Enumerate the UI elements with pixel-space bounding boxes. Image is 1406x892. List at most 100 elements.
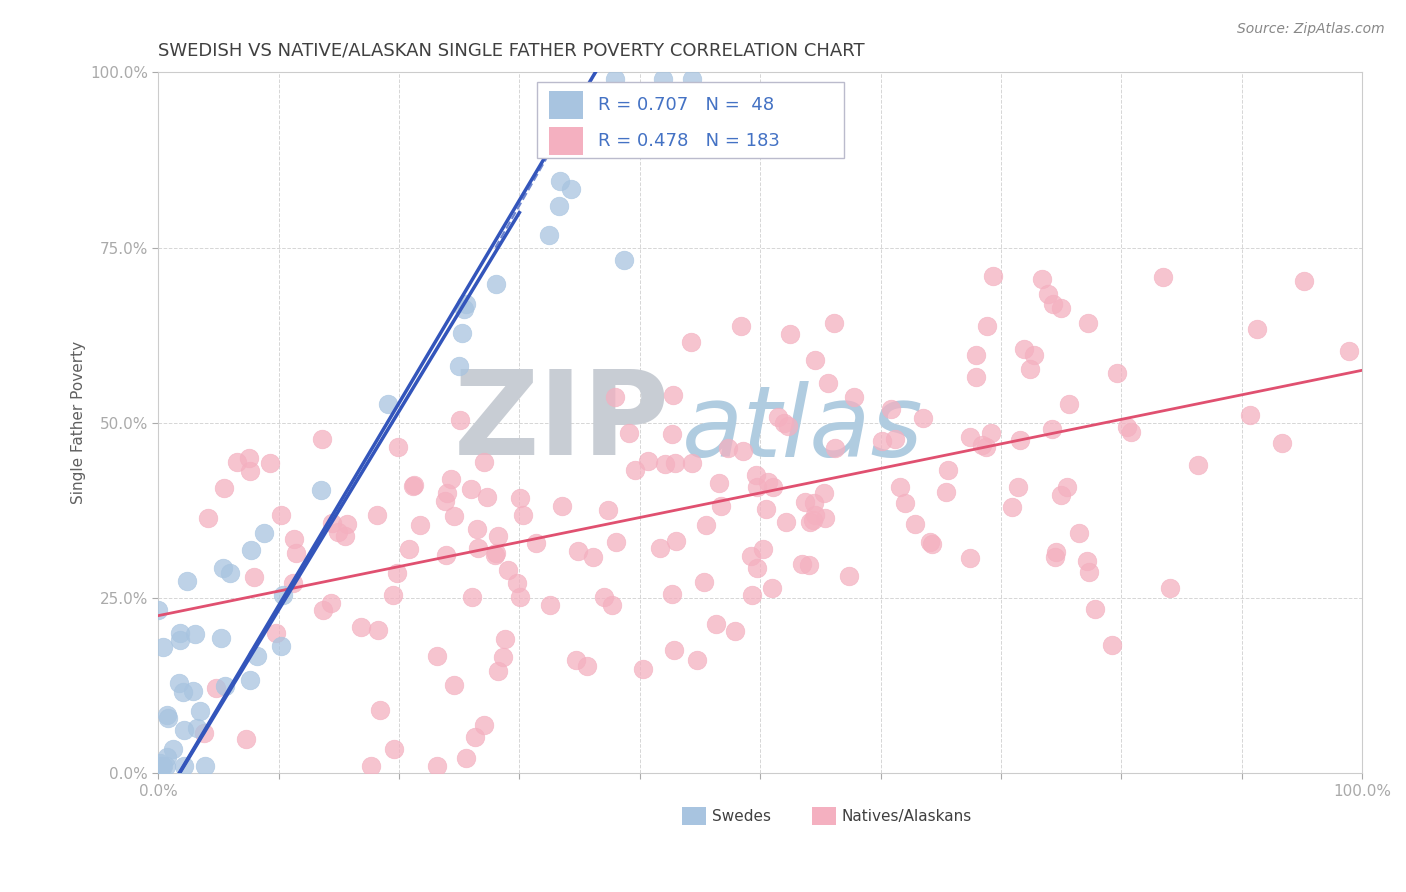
Point — [838, 569, 860, 583]
Point — [475, 490, 498, 504]
Point — [169, 625, 191, 640]
Point — [1040, 422, 1063, 436]
Point — [935, 484, 957, 499]
Point — [214, 679, 236, 693]
Point — [804, 508, 827, 523]
Point — [754, 502, 776, 516]
Point — [792, 558, 814, 572]
Point — [751, 541, 773, 556]
Point — [172, 685, 194, 699]
Point — [486, 529, 509, 543]
Y-axis label: Single Father Poverty: Single Father Poverty — [72, 342, 86, 505]
Point — [176, 574, 198, 588]
Point — [181, 684, 204, 698]
Point — [264, 626, 287, 640]
Point — [194, 759, 217, 773]
Point — [186, 721, 208, 735]
Point — [1031, 272, 1053, 286]
Point — [155, 759, 177, 773]
Point — [454, 751, 477, 765]
Point — [1271, 436, 1294, 450]
Point — [972, 437, 994, 451]
Point — [443, 509, 465, 524]
Text: Swedes: Swedes — [711, 808, 770, 823]
Point — [259, 456, 281, 470]
Point — [1246, 321, 1268, 335]
Point — [492, 649, 515, 664]
Point — [377, 397, 399, 411]
Point — [1050, 488, 1073, 502]
Point — [149, 759, 172, 773]
Point — [1187, 458, 1209, 473]
Point — [662, 387, 685, 401]
Point — [980, 425, 1002, 440]
Point — [1042, 296, 1064, 310]
Text: R = 0.707   N =  48: R = 0.707 N = 48 — [598, 96, 773, 114]
Point — [367, 623, 389, 637]
Point — [436, 548, 458, 562]
Point — [336, 517, 359, 532]
Point — [270, 639, 292, 653]
Point — [1045, 545, 1067, 559]
Point — [756, 475, 779, 490]
Text: Natives/Alaskans: Natives/Alaskans — [842, 808, 972, 823]
Point — [775, 516, 797, 530]
Point — [741, 588, 763, 602]
Point — [167, 676, 190, 690]
Point — [235, 731, 257, 746]
Point — [664, 456, 686, 470]
Point — [524, 535, 547, 549]
Point — [426, 759, 449, 773]
Point — [624, 462, 647, 476]
Point — [494, 632, 516, 646]
FancyBboxPatch shape — [550, 91, 583, 119]
Point — [281, 576, 304, 591]
Point — [240, 543, 263, 558]
Point — [1159, 581, 1181, 595]
Point — [661, 587, 683, 601]
Point — [496, 563, 519, 577]
Point — [449, 413, 471, 427]
Point — [794, 495, 817, 509]
Point — [567, 544, 589, 558]
Point — [148, 603, 170, 617]
FancyBboxPatch shape — [811, 807, 837, 824]
Point — [593, 590, 616, 604]
Text: ZIP: ZIP — [454, 366, 669, 481]
Point — [733, 443, 755, 458]
Point — [603, 390, 626, 404]
Point — [717, 441, 740, 455]
Point — [426, 648, 449, 663]
Point — [654, 457, 676, 471]
Point — [464, 730, 486, 744]
Point — [283, 532, 305, 546]
Point — [983, 269, 1005, 284]
Point — [959, 429, 981, 443]
Point — [1067, 525, 1090, 540]
Point — [285, 546, 308, 560]
Point — [239, 464, 262, 478]
Text: Source: ZipAtlas.com: Source: ZipAtlas.com — [1237, 22, 1385, 37]
Point — [509, 590, 531, 604]
Point — [1012, 343, 1035, 357]
Point — [880, 402, 903, 417]
Point — [453, 301, 475, 316]
Point — [695, 518, 717, 533]
Point — [402, 478, 425, 492]
Point — [740, 549, 762, 563]
Point — [1043, 550, 1066, 565]
Point — [436, 486, 458, 500]
Point — [156, 707, 179, 722]
Point — [485, 277, 508, 292]
Point — [600, 598, 623, 612]
Point — [485, 546, 508, 560]
Point — [965, 348, 987, 362]
Point — [239, 673, 262, 688]
Point — [799, 515, 821, 529]
Point — [193, 726, 215, 740]
Point — [598, 503, 620, 517]
Point — [270, 508, 292, 523]
Point — [551, 499, 574, 513]
FancyBboxPatch shape — [537, 82, 845, 158]
Point — [560, 181, 582, 195]
